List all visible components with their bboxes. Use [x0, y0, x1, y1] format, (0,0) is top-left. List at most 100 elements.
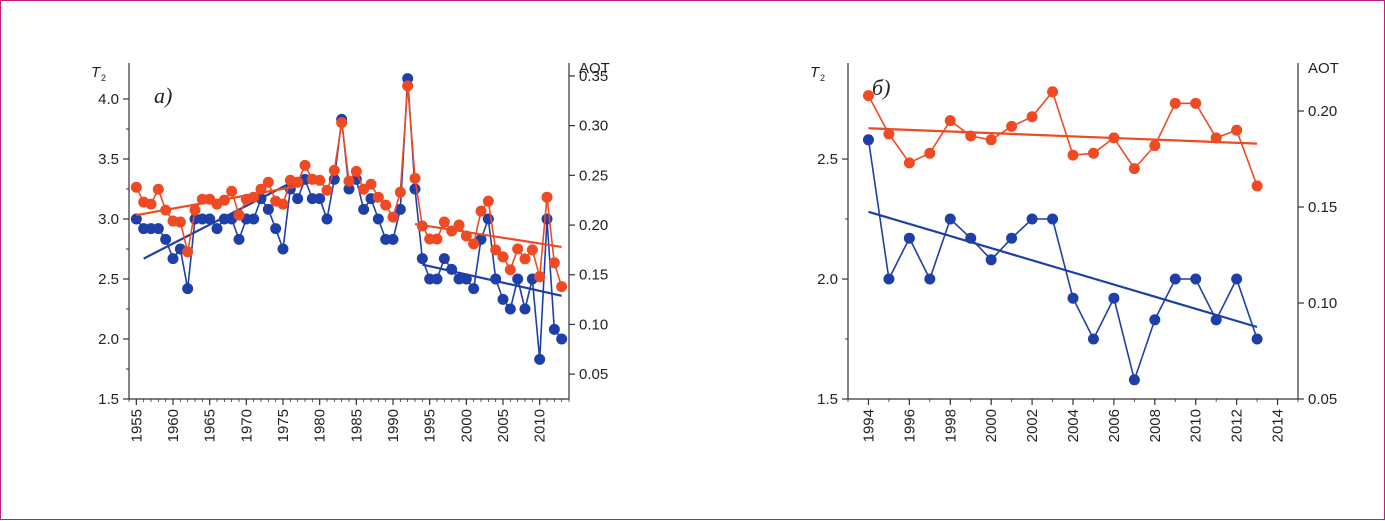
- panel-1-aot-point: [556, 281, 568, 293]
- panel-1-aot-point: [314, 174, 326, 186]
- panel-2-t2-point: [1108, 292, 1120, 304]
- panel-2-t2-point: [1047, 213, 1059, 225]
- panel-1-panel-label: a): [154, 83, 172, 108]
- panel-1-t2-point: [431, 273, 443, 285]
- panel-1-t2-point: [204, 213, 216, 225]
- panel-2-t2-trend-line: [868, 210, 1258, 329]
- panel-1-aot-point: [526, 244, 538, 256]
- panel-2-t2-series-line: [867, 139, 1258, 383]
- panel-1-aot-point: [160, 204, 172, 216]
- panel-2-t2-point: [1251, 333, 1263, 345]
- panel-1-t2-point: [387, 233, 399, 245]
- panel-2-aot-point: [1169, 97, 1181, 109]
- panel-2-x-tick-label: 2014: [1270, 409, 1287, 442]
- panel-2-y-right-tick-label: 0.05: [1308, 391, 1337, 408]
- panel-2-t2-point: [1231, 273, 1243, 285]
- panel-1-t2-point: [167, 253, 179, 265]
- panel-1-y-right-tick-label: 0.30: [579, 118, 608, 135]
- panel-2-t2-point: [1067, 292, 1079, 304]
- panel-2-aot-point: [1026, 111, 1038, 123]
- panel-1-aot-trend-line: [414, 222, 562, 248]
- panel-1-t2-point: [182, 283, 194, 295]
- panel-1-aot-point: [519, 253, 531, 265]
- panel-2-aot-point: [1251, 180, 1263, 192]
- panel-1-t2-point: [233, 233, 245, 245]
- panel-1-y-right-tick-label: 0.25: [579, 167, 608, 184]
- panel-2-x-tick-label: 2004: [1065, 409, 1082, 442]
- panel-1-t2-point: [438, 253, 450, 265]
- panel-2-aot-point: [903, 157, 915, 169]
- panel-2-y-right-tick-label: 0.10: [1308, 295, 1337, 312]
- panel-2-aot-point: [1047, 86, 1059, 98]
- panel-1-t2-point: [409, 183, 421, 195]
- panel-1-t2-point: [211, 223, 223, 235]
- panel-2-y-right-tick-label: 0.20: [1308, 103, 1337, 120]
- panel-2-t2-point: [1087, 333, 1099, 345]
- panel-2-t2-point: [965, 232, 977, 244]
- panel-1-right-axis-title: AOT: [579, 60, 610, 77]
- panel-2-t2-point: [1006, 232, 1018, 244]
- panel-2-t2-point: [1169, 273, 1181, 285]
- panel-1-x-tick-label: 1965: [202, 409, 219, 442]
- panel-1-t2-point: [152, 223, 164, 235]
- panel-1-t2-point: [358, 203, 370, 215]
- panel-2-t2-point: [944, 213, 956, 225]
- panel-1-aot-point: [409, 172, 421, 184]
- panel-1-x-tick-label: 2000: [458, 409, 475, 442]
- panel-1-aot-point: [446, 225, 458, 237]
- panel-2-t2-point: [1128, 374, 1140, 386]
- panel-2-x-tick-label: 2006: [1106, 409, 1123, 442]
- panel-1-aot-point: [504, 264, 516, 276]
- panel-1-left-axis-title: T: [91, 64, 102, 81]
- panel-1-aot-point: [460, 230, 472, 242]
- panel-1-aot-point: [350, 165, 362, 177]
- panel-1-y-right-tick-label: 0.20: [579, 217, 608, 234]
- panel-2-aot-point: [1190, 97, 1202, 109]
- panel-1-x-tick-label: 1995: [422, 409, 439, 442]
- panel-2-t2-point: [862, 134, 874, 146]
- panel-2-aot-point: [944, 115, 956, 127]
- panel-2-aot-point: [1210, 132, 1222, 144]
- panel-1-t2-point: [270, 223, 282, 235]
- panel-1-t2-point: [497, 293, 509, 305]
- panel-1-y-left-tick-label: 2.0: [98, 331, 119, 348]
- panel-1-x-tick-label: 2010: [532, 409, 549, 442]
- panel-1-aot-point: [262, 176, 274, 188]
- panel-1-y-left-tick-label: 2.5: [98, 271, 119, 288]
- panel-2-t2-point: [1210, 314, 1222, 326]
- panel-2-y-right-tick-label: 0.15: [1308, 199, 1337, 216]
- panel-1-t2-point: [490, 273, 502, 285]
- panel-1-aot-point: [189, 204, 201, 216]
- panel-2-aot-point: [924, 147, 936, 159]
- panel-1-t2-point: [248, 213, 260, 225]
- panel-1-t2-point: [343, 183, 355, 195]
- panel-1-aot-point: [218, 194, 230, 206]
- panel-1-t2-point: [292, 193, 304, 205]
- panel-1-t2-point: [372, 213, 384, 225]
- panel-2-panel-label: б): [872, 75, 890, 100]
- panel-1-aot-point: [431, 233, 443, 245]
- panel-1-t2-point: [504, 303, 516, 315]
- panel-1-aot-point: [292, 176, 304, 188]
- panel-2-t2-point: [1149, 314, 1161, 326]
- panel-1-aot-point: [152, 183, 164, 195]
- panel-2-aot-point: [862, 90, 874, 102]
- panel-2-left-axis-title: T: [810, 64, 821, 81]
- panel-2: 1.5 2.0 2.5 0.05 0.10 0.15 0.20 1994 1996 1998 200…: [810, 60, 1339, 442]
- panel-1-aot-point: [336, 117, 348, 129]
- panel-1-x-tick-label: 1985: [348, 409, 365, 442]
- panel-1-t2-point: [262, 203, 274, 215]
- panel-1-t2-point: [460, 273, 472, 285]
- panel-1-t2-point: [277, 243, 289, 255]
- panel-1-aot-point: [490, 244, 502, 256]
- panel-1-aot-point: [548, 257, 560, 269]
- panel-1-aot-point: [174, 216, 186, 228]
- panel-2-right-axis-title: AOT: [1308, 60, 1339, 77]
- panel-1-left-axis-title-sub: 2: [101, 73, 106, 83]
- panel-1-t2-point: [519, 303, 531, 315]
- panel-1-t2-point: [416, 253, 428, 265]
- panel-1-x-tick-label: 1975: [275, 409, 292, 442]
- panel-1-t2-point: [534, 353, 546, 365]
- panel-1-aot-point: [512, 243, 524, 255]
